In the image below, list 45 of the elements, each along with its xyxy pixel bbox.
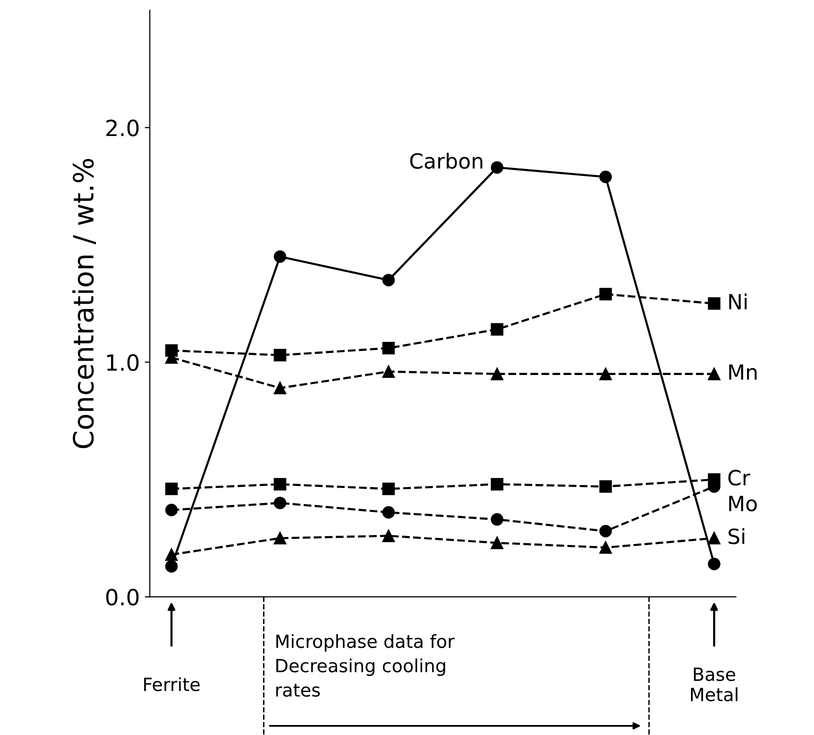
series-label: Si bbox=[728, 528, 744, 544]
point bbox=[490, 161, 504, 174]
point bbox=[708, 558, 720, 570]
point bbox=[274, 250, 286, 263]
point bbox=[274, 348, 286, 362]
point bbox=[382, 365, 395, 378]
point bbox=[599, 541, 612, 554]
point bbox=[165, 504, 178, 516]
point bbox=[382, 274, 395, 286]
point bbox=[274, 382, 286, 394]
series-label: Carbon bbox=[410, 152, 482, 169]
point bbox=[382, 506, 395, 519]
point bbox=[490, 513, 504, 526]
point bbox=[599, 480, 612, 493]
series-label: Ni bbox=[729, 293, 747, 310]
y-axis-title: Concentration / wt.% bbox=[72, 158, 96, 448]
point bbox=[165, 482, 178, 496]
point bbox=[274, 496, 286, 510]
series-label: Mn bbox=[729, 364, 757, 380]
point bbox=[599, 170, 612, 184]
y-tick-label: 1.0 bbox=[107, 354, 139, 371]
point bbox=[490, 368, 504, 380]
y-tick-label: 2.0 bbox=[106, 120, 139, 136]
point bbox=[274, 478, 286, 490]
series-label: Mo bbox=[729, 496, 757, 512]
y-tick-label: 0.0 bbox=[106, 588, 139, 606]
point bbox=[490, 536, 504, 550]
point bbox=[274, 532, 286, 544]
point bbox=[708, 297, 720, 310]
point bbox=[708, 532, 720, 544]
point bbox=[708, 368, 720, 380]
text: Ferrite bbox=[144, 677, 200, 692]
point bbox=[599, 524, 612, 538]
text: Microphase data for Decreasing cooling rates bbox=[276, 634, 455, 697]
point bbox=[382, 530, 395, 542]
point bbox=[490, 323, 504, 336]
point bbox=[490, 478, 504, 490]
point bbox=[382, 482, 395, 496]
point bbox=[165, 548, 178, 561]
point bbox=[599, 368, 612, 380]
series-label: Cr bbox=[728, 470, 750, 486]
text: Base Metal bbox=[690, 668, 738, 702]
point bbox=[599, 288, 612, 300]
point bbox=[382, 342, 395, 354]
point bbox=[165, 560, 178, 573]
